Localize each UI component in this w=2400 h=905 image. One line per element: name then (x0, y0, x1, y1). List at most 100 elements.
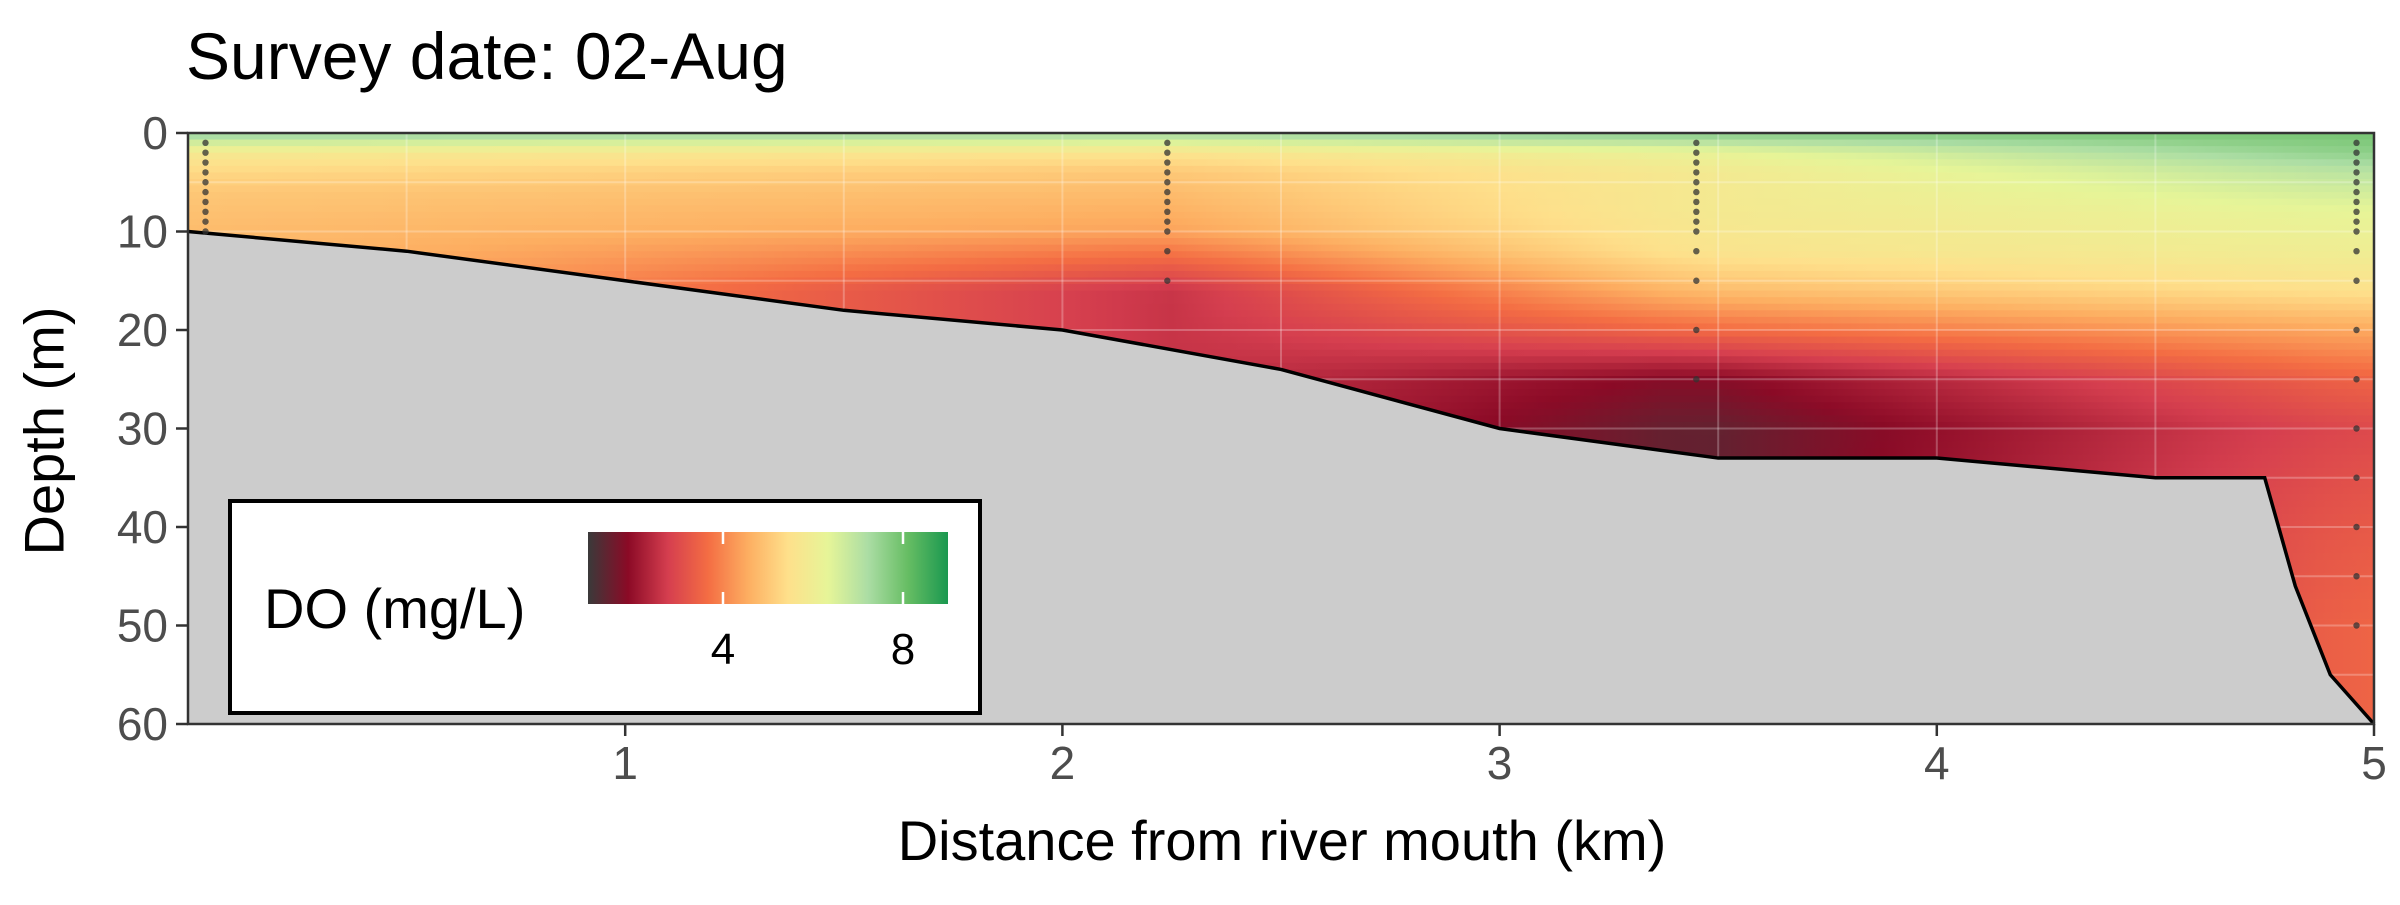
heatmap-cell-row (188, 192, 2374, 200)
heatmap-cell-row (188, 198, 2374, 207)
heatmap-cell-row (188, 159, 2374, 167)
heatmap-cell-row (188, 238, 2374, 246)
sampling-point (2353, 248, 2360, 255)
sampling-point (1693, 159, 1700, 166)
y-tick-label: 0 (142, 107, 168, 159)
sampling-point (1693, 169, 1700, 176)
sampling-point (1164, 248, 1171, 255)
sampling-point (1693, 208, 1700, 215)
heatmap-cell-row (188, 284, 2374, 292)
heatmap-cell-row (188, 316, 2374, 325)
y-axis-label: Depth (m) (12, 306, 76, 556)
x-axis-label: Distance from river mouth (km) (897, 809, 1667, 872)
heatmap-cell-row (188, 205, 2374, 213)
sampling-point (2353, 228, 2360, 235)
sampling-point (2353, 376, 2360, 383)
heatmap-cell-row (188, 323, 2374, 331)
sampling-point (1164, 139, 1171, 147)
sampling-point (202, 139, 209, 147)
sampling-point (202, 169, 209, 176)
sampling-point (1693, 179, 1700, 186)
sampling-point (1164, 149, 1171, 156)
sampling-point (2353, 159, 2360, 166)
heatmap-cell-row (188, 330, 2374, 338)
heatmap-cell-row (188, 165, 2374, 174)
sampling-point (2353, 198, 2360, 206)
sampling-point (1164, 198, 1171, 206)
sampling-point (2353, 218, 2360, 225)
sampling-point (1164, 179, 1171, 186)
legend: DO (mg/L) 4 8 (228, 499, 982, 715)
sampling-point (1164, 208, 1171, 215)
sampling-point (202, 228, 209, 235)
sampling-point (2353, 179, 2360, 186)
heatmap-cell-row (188, 362, 2374, 371)
heatmap-cell-row (188, 264, 2374, 272)
y-tick-label: 10 (117, 206, 168, 258)
legend-title: DO (mg/L) (264, 577, 525, 640)
heatmap-cell-row (188, 270, 2374, 279)
sampling-point (2353, 425, 2360, 432)
sampling-point (202, 149, 209, 156)
sampling-point (1693, 376, 1700, 383)
heatmap-cell-row (188, 303, 2374, 312)
heatmap-cell-row (188, 211, 2374, 220)
sampling-point (2353, 277, 2360, 284)
chart-title: Survey date: 02-Aug (186, 19, 788, 93)
bottom-profile-line (187, 229, 2376, 726)
sampling-point (1164, 277, 1171, 284)
sampling-point (1693, 326, 1700, 334)
heatmap-cell-row (188, 251, 2374, 259)
heatmap-cell-row (188, 133, 2374, 141)
sampling-point (2353, 188, 2360, 196)
sampling-point (1164, 159, 1171, 166)
sampling-point (202, 198, 209, 206)
legend-tick-label: 4 (711, 625, 735, 674)
heatmap-cell-row (188, 152, 2374, 161)
x-tick-label: 3 (1487, 737, 1513, 789)
heatmap-cell-row (188, 277, 2374, 285)
legend-colorbar (588, 532, 948, 604)
sampling-point (2353, 523, 2360, 531)
sampling-point (1693, 248, 1700, 255)
sampling-point (1693, 188, 1700, 196)
sampling-point (2353, 169, 2360, 176)
sampling-point (1164, 169, 1171, 176)
x-tick-label: 2 (1050, 737, 1076, 789)
heatmap-cell-row (188, 349, 2374, 358)
sampling-point (1164, 218, 1171, 225)
heatmap-cell-row (188, 290, 2374, 298)
sampling-point (1693, 149, 1700, 156)
heatmap-cell-row (188, 185, 2374, 193)
heatmap-cell-row (188, 146, 2374, 154)
sampling-point (1693, 218, 1700, 225)
y-tick-label: 60 (117, 698, 168, 750)
heatmap-cell-row (188, 139, 2374, 147)
heatmap-cell-row (188, 343, 2374, 351)
sampling-point (2353, 622, 2360, 629)
sampling-point (2353, 208, 2360, 215)
sampling-point (2353, 474, 2360, 481)
heatmap-cell-row (188, 244, 2374, 252)
legend-tick-label: 8 (891, 625, 915, 674)
y-tick-label: 30 (117, 403, 168, 455)
heatmap-cell-row (188, 310, 2374, 318)
sampling-point (2353, 149, 2360, 156)
heatmap-cell-row (188, 172, 2374, 180)
sampling-point (202, 208, 209, 215)
sampling-point (2353, 139, 2360, 147)
heatmap-cell-row (188, 224, 2374, 233)
heatmap-cell-row (188, 231, 2374, 239)
y-tick-label: 20 (117, 304, 168, 356)
heatmap-cell-row (188, 297, 2374, 305)
sampling-point (1693, 198, 1700, 206)
sampling-point (1164, 228, 1171, 235)
x-tick-label: 5 (2361, 737, 2387, 789)
sampling-point (202, 188, 209, 196)
x-tick-label: 1 (612, 737, 638, 789)
x-tick-label: 4 (1924, 737, 1950, 789)
sampling-point (1693, 139, 1700, 147)
heatmap-cell-row (188, 218, 2374, 226)
